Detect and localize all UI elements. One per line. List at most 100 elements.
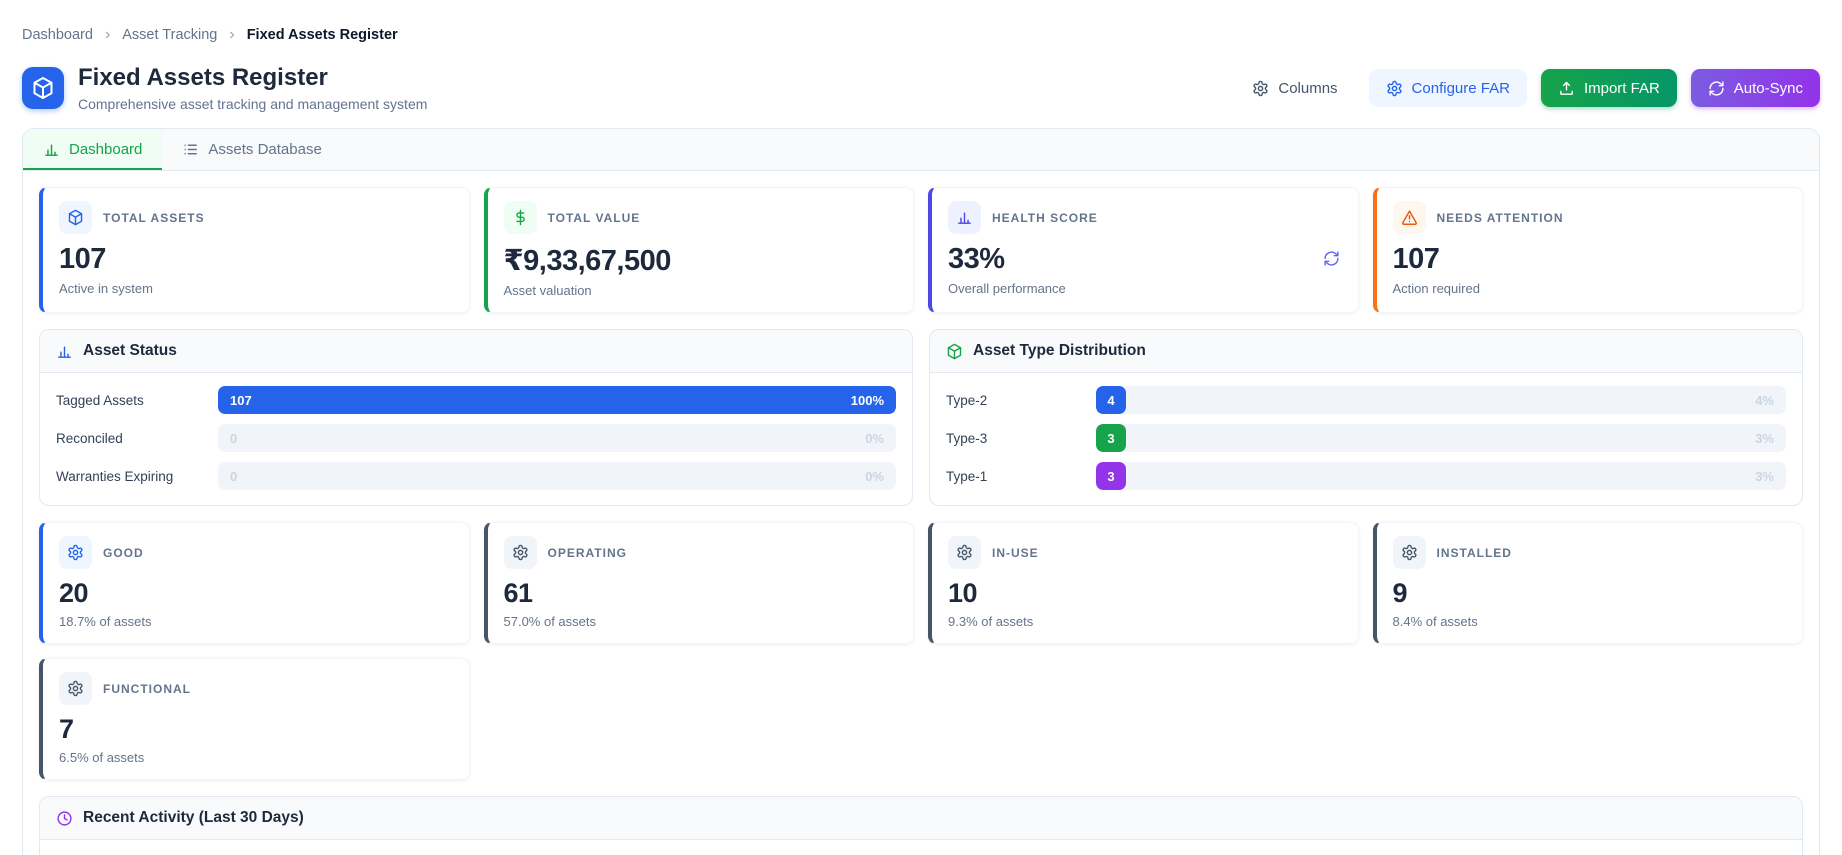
bar-percent: 0% [865, 430, 884, 446]
chevron-right-icon: › [229, 26, 235, 43]
stat-icon-box [503, 536, 537, 569]
asset-type-row-type1: Type-1 3 3% [946, 462, 1786, 490]
chevron-right-icon: › [104, 26, 111, 43]
tab-assets-database[interactable]: Assets Database [162, 129, 341, 170]
tagged-assets-bar: 107 100% [218, 386, 896, 414]
stat-value: 107 [1392, 243, 1440, 275]
breadcrumb-fixed-assets-register: Fixed Assets Register [246, 27, 398, 43]
breadcrumb-dashboard[interactable]: Dashboard [22, 27, 93, 43]
main-panel: Dashboard Assets Database TOTAL ASSETS 1… [22, 128, 1820, 855]
refresh-icon [1323, 250, 1340, 267]
breadcrumb: Dashboard › Asset Tracking › Fixed Asset… [22, 26, 1820, 44]
bar-fill [218, 386, 896, 414]
package-icon [31, 76, 55, 100]
asset-status-row-warranties: Warranties Expiring 0 0% [56, 462, 896, 490]
stat-subtitle: Active in system [59, 281, 153, 296]
bar-percent: 3% [1755, 468, 1774, 484]
asset-status-row-tagged: Tagged Assets 107 100% [56, 386, 896, 414]
stat-value: 20 [59, 578, 89, 608]
auto-sync-button-label: Auto-Sync [1733, 79, 1803, 97]
stat-subtitle: 6.5% of assets [59, 750, 145, 765]
bar-value: 107 [230, 392, 252, 408]
auto-sync-button[interactable]: Auto-Sync [1690, 69, 1820, 107]
stat-value: 7 [59, 714, 74, 744]
stat-subtitle: 8.4% of assets [1392, 614, 1478, 629]
app-logo [22, 67, 64, 109]
reconciled-bar: 0 0% [218, 424, 896, 452]
bar-value-chip: 3 [1096, 424, 1126, 452]
asset-status-row-reconciled: Reconciled 0 0% [56, 424, 896, 452]
type1-bar: 3 3% [1096, 462, 1786, 490]
stat-value: 10 [948, 578, 978, 608]
bar-value: 0 [230, 430, 238, 446]
stat-card-health-score: HEALTH SCORE 33% Overall performance [928, 187, 1359, 313]
refresh-health-score-button[interactable] [1323, 250, 1340, 267]
page-title: Fixed Assets Register [78, 64, 328, 91]
columns-button[interactable]: Columns [1235, 69, 1354, 107]
package-icon [946, 343, 963, 360]
asset-status-title: Asset Status [83, 342, 177, 359]
sync-icon [1708, 80, 1725, 97]
condition-card-functional: FUNCTIONAL 7 6.5% of assets [39, 658, 470, 780]
asset-type-row-type3: Type-3 3 3% [946, 424, 1786, 452]
breadcrumb-asset-tracking[interactable]: Asset Tracking [122, 27, 218, 43]
gear-icon [1386, 80, 1403, 97]
bar-chart-icon [43, 141, 60, 158]
stat-subtitle: 9.3% of assets [948, 614, 1034, 629]
stat-icon-box [948, 536, 981, 569]
stat-icon-box [1392, 201, 1426, 234]
bar-percent: 0% [865, 468, 884, 484]
bar-label: Type-1 [946, 468, 988, 484]
list-icon [182, 141, 199, 158]
bar-value-chip: 4 [1096, 386, 1126, 414]
stat-label: FUNCTIONAL [103, 681, 191, 696]
stat-label: TOTAL VALUE [547, 210, 641, 225]
bar-label: Type-2 [946, 392, 988, 408]
stat-label: GOOD [103, 545, 144, 560]
gear-icon [67, 544, 84, 561]
stat-subtitle: Asset valuation [503, 283, 592, 298]
stat-subtitle: Overall performance [948, 281, 1066, 296]
stat-icon-box [503, 201, 537, 234]
stat-card-needs-attention: NEEDS ATTENTION 107 Action required [1372, 187, 1803, 313]
stat-icon-box [59, 536, 92, 569]
stat-subtitle: 18.7% of assets [59, 614, 152, 629]
bar-label: Type-3 [946, 430, 988, 446]
stat-label: NEEDS ATTENTION [1436, 210, 1564, 225]
stat-value: 107 [59, 243, 106, 275]
asset-type-row-type2: Type-2 4 4% [946, 386, 1786, 414]
stat-cards-row: TOTAL ASSETS 107 Active in system TOTAL … [39, 187, 1803, 313]
gear-icon [1252, 80, 1269, 97]
stat-label: OPERATING [547, 545, 627, 560]
bar-label: Reconciled [56, 430, 123, 446]
type3-bar: 3 3% [1096, 424, 1786, 452]
bar-percent: 4% [1755, 392, 1774, 408]
stat-icon-box [948, 201, 981, 234]
asset-type-distribution-title: Asset Type Distribution [973, 342, 1146, 359]
package-icon [67, 209, 84, 226]
header-actions: Columns Configure FAR Import FAR Auto-Sy… [1235, 69, 1820, 107]
stat-label: IN-USE [992, 545, 1039, 560]
bar-label: Warranties Expiring [56, 468, 174, 484]
stat-label: TOTAL ASSETS [103, 210, 205, 225]
bar-value-chip: 3 [1096, 462, 1126, 490]
warning-icon [1401, 209, 1418, 226]
import-far-button[interactable]: Import FAR [1540, 69, 1677, 107]
recent-activity-title: Recent Activity (Last 30 Days) [83, 809, 304, 826]
configure-far-button[interactable]: Configure FAR [1368, 69, 1527, 107]
stat-icon-box [59, 672, 92, 705]
condition-card-in-use: IN-USE 10 9.3% of assets [928, 522, 1359, 644]
condition-card-installed: INSTALLED 9 8.4% of assets [1372, 522, 1803, 644]
bar-chart-icon [56, 343, 73, 360]
condition-card-operating: OPERATING 61 57.0% of assets [483, 522, 914, 644]
page-subtitle: Comprehensive asset tracking and managem… [78, 96, 428, 112]
tab-assets-database-label: Assets Database [208, 141, 322, 158]
dollar-icon [512, 209, 529, 226]
configure-far-button-label: Configure FAR [1411, 79, 1510, 97]
stat-value: 9 [1392, 578, 1408, 608]
stat-card-total-value: TOTAL VALUE ₹9,33,67,500 Asset valuation [483, 187, 914, 313]
import-far-button-label: Import FAR [1583, 79, 1660, 97]
tab-dashboard[interactable]: Dashboard [23, 129, 163, 170]
tab-dashboard-label: Dashboard [69, 141, 143, 158]
warranties-expiring-bar: 0 0% [218, 462, 896, 490]
